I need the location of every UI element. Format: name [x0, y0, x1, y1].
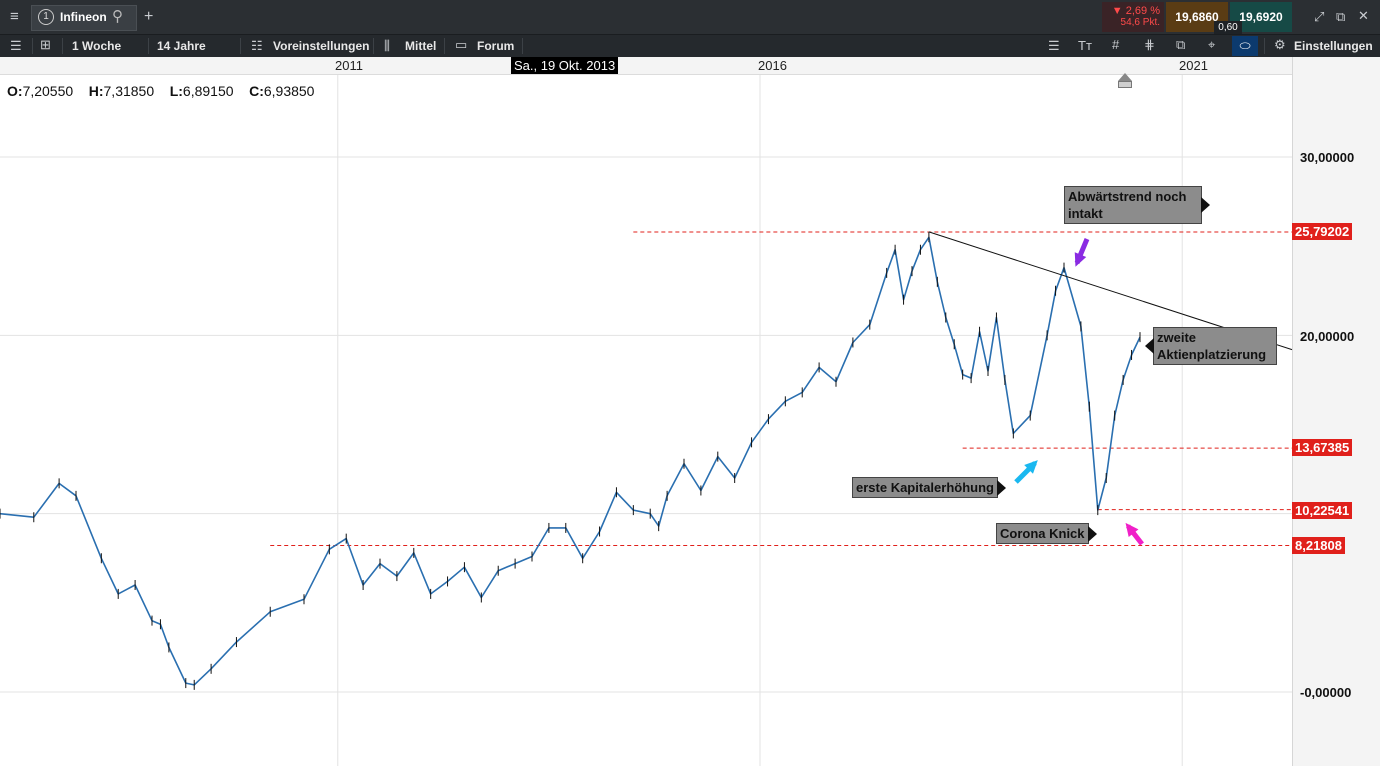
- level-label-8: 8,21808: [1292, 537, 1345, 554]
- ohlc-open-label: O:: [7, 83, 23, 99]
- top-bar: ≡ 1 Infineon ⚲ + ▼ 2,69 % 54,6 Pkt. 19,6…: [0, 0, 1380, 34]
- chart-toolbar: ☰ ⊞ 1 Woche 14 Jahre ☷ Voreinstellungen …: [0, 34, 1380, 57]
- arrow-up-right-icon-head: [1024, 460, 1038, 474]
- change-percent: ▼ 2,69 %: [1111, 5, 1160, 17]
- mode-button[interactable]: Mittel: [405, 39, 437, 53]
- close-icon[interactable]: ✕: [1358, 8, 1369, 23]
- annotation-second-line1: zweite: [1157, 330, 1197, 345]
- spread-badge: 0,60: [1214, 21, 1242, 34]
- cursor-date-label: Sa., 19 Okt. 2013: [511, 57, 619, 74]
- price-axis: [1292, 57, 1380, 766]
- settings-button[interactable]: Einstellungen: [1294, 39, 1373, 53]
- arrow-up-left-icon-head: [1125, 522, 1139, 537]
- crosshair-icon[interactable]: #: [1112, 37, 1120, 52]
- bid-button[interactable]: 19,6860: [1166, 2, 1228, 32]
- add-tab-icon[interactable]: +: [144, 8, 154, 25]
- annotation-corona-dip[interactable]: Corona Knick: [996, 523, 1096, 544]
- ohlc-readout: O:7,20550 H:7,31850 L:6,89150 C:6,93850: [7, 83, 314, 99]
- instrument-name: Infineon: [60, 10, 107, 24]
- annotation-downtrend-line2: intakt: [1068, 206, 1103, 221]
- list-icon[interactable]: ☰: [10, 38, 22, 53]
- tab-number-badge: 1: [38, 9, 54, 25]
- candles-icon: ⫼: [384, 38, 390, 53]
- sliders-icon: ☷: [251, 38, 263, 53]
- ohlc-close: 6,93850: [263, 83, 315, 99]
- annotation-first-capital-increase[interactable]: erste Kapitalerhöhung: [852, 477, 1006, 498]
- y-tick-30: 30,00000: [1300, 150, 1355, 165]
- arrow-down-left-icon-shaft: [1074, 238, 1090, 264]
- comment-icon: ▭: [455, 37, 468, 52]
- ohlc-close-label: C:: [249, 83, 264, 99]
- ohlc-low-label: L:: [169, 83, 183, 99]
- ohlc-high-label: H:: [88, 83, 104, 99]
- level-label-10: 10,22541: [1292, 502, 1353, 519]
- gear-icon[interactable]: ⚙: [1274, 37, 1286, 52]
- forum-button[interactable]: Forum: [477, 39, 515, 53]
- annotation-second-placement[interactable]: zweite Aktienplatzierung: [1145, 327, 1277, 365]
- ohlc-low: 6,89150: [182, 83, 234, 99]
- level-label-13: 13,67385: [1292, 439, 1353, 456]
- arrow-down-left-icon-head: [1074, 252, 1087, 267]
- presets-button[interactable]: Voreinstellungen: [273, 39, 370, 53]
- arrow-up-left-icon-shaft: [1126, 524, 1144, 546]
- scroll-marker-icon[interactable]: [1118, 73, 1132, 81]
- indicator-icon[interactable]: ☰: [1048, 38, 1060, 53]
- instrument-tab[interactable]: 1 Infineon ⚲: [31, 5, 137, 31]
- text-size-icon[interactable]: Tт: [1078, 38, 1092, 53]
- level-label-25: 25,79202: [1292, 223, 1353, 240]
- annotation-downtrend[interactable]: Abwärtstrend noch intakt: [1064, 186, 1210, 224]
- pin-icon[interactable]: ⌖: [1208, 37, 1216, 52]
- tag-icon[interactable]: ⬭: [1232, 36, 1258, 56]
- hamburger-icon[interactable]: ≡: [10, 8, 19, 25]
- search-icon[interactable]: ⚲: [112, 8, 123, 25]
- copy-icon[interactable]: ⧉: [1176, 37, 1186, 52]
- range-select[interactable]: 14 Jahre: [157, 39, 206, 53]
- change-points: 54,6 Pkt.: [1120, 17, 1160, 28]
- change-box: ▼ 2,69 % 54,6 Pkt.: [1102, 2, 1164, 32]
- y-tick-20: 20,00000: [1300, 329, 1355, 344]
- year-tick-2011: 2011: [335, 58, 363, 73]
- arrow-up-right-icon-shaft: [1014, 461, 1037, 484]
- y-tick-0: -0,00000: [1300, 685, 1352, 700]
- year-tick-2016: 2016: [758, 58, 787, 73]
- scroll-marker-base: [1118, 81, 1132, 88]
- layout-grid-icon[interactable]: ⊞: [40, 37, 51, 52]
- interval-select[interactable]: 1 Woche: [72, 39, 122, 53]
- price-line: [0, 236, 1141, 686]
- popout-icon[interactable]: ⧉: [1336, 9, 1346, 24]
- draw-tool-icon[interactable]: ⋕: [1144, 37, 1155, 52]
- year-tick-2021: 2021: [1179, 58, 1208, 73]
- ohlc-high: 7,31850: [103, 83, 155, 99]
- ohlc-open: 7,20550: [22, 83, 74, 99]
- annotation-downtrend-line1: Abwärtstrend noch: [1068, 189, 1187, 204]
- expand-icon[interactable]: ⤢: [1314, 9, 1325, 24]
- annotation-second-line2: Aktienplatzierung: [1157, 347, 1267, 362]
- time-axis: [0, 57, 1292, 75]
